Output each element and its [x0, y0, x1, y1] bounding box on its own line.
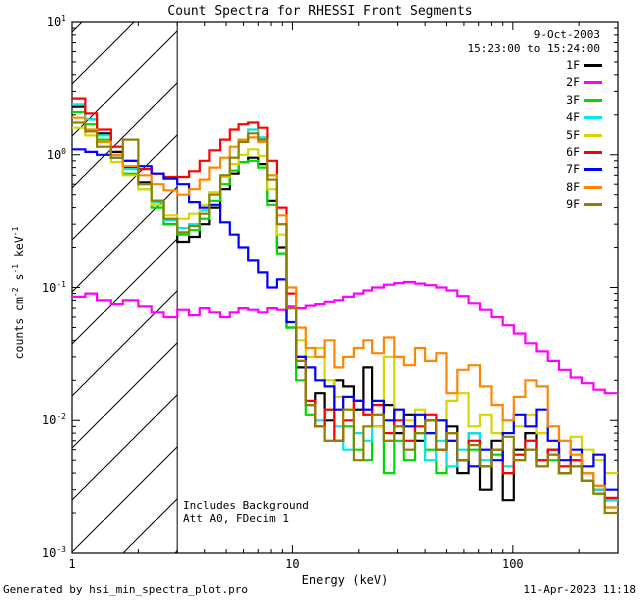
legend-date: 9-Oct-2003 [533, 28, 600, 41]
legend-entry-9F: 9F [380, 196, 618, 213]
x-axis-label: Energy (keV) [301, 573, 389, 587]
legend-entry-4F: 4F [380, 109, 618, 126]
y-tick-label: 10-2 [41, 412, 66, 428]
legend-entry-label: 5F [566, 127, 580, 142]
legend-entry-label: 7F [566, 162, 580, 177]
spectrum-8F [72, 116, 618, 509]
legend-color-swatch [584, 81, 602, 85]
legend-entry-6F: 6F [380, 144, 618, 161]
y-tick-label: 10-1 [41, 279, 66, 295]
footer-generator-text: Generated by hsi_min_spectra_plot.pro [3, 583, 249, 596]
spectrum-9F [72, 121, 618, 515]
legend-color-swatch [584, 168, 602, 172]
legend-entry-label: 9F [566, 197, 580, 212]
legend-color-swatch [584, 151, 602, 154]
legend: 9-Oct-2003 15:23:00 to 15:24:00 [380, 28, 600, 56]
annotation-line-2: Att A0, FDecim 1 [183, 512, 289, 525]
legend-color-swatch [584, 185, 602, 189]
legend-entry-8F: 8F [380, 179, 618, 196]
legend-entry-1F: 1F [380, 57, 618, 74]
legend-color-swatch [584, 203, 602, 207]
legend-color-swatch [584, 116, 602, 120]
annotation-line-1: Includes Background [183, 499, 309, 512]
chart-title: Count Spectra for RHESSI Front Segments [167, 4, 473, 19]
legend-entry-3F: 3F [380, 92, 618, 109]
spectrum-1F [72, 105, 618, 502]
legend-entry-7F: 7F [380, 161, 618, 178]
legend-entry-label: 6F [566, 145, 580, 159]
plot-annotation: Includes Background Att A0, FDecim 1 [183, 499, 309, 525]
x-tick-label: 10 [285, 557, 300, 571]
legend-entry-5F: 5F [380, 127, 618, 144]
legend-time: 15:23:00 to 15:24:00 [467, 42, 600, 55]
legend-entry-label: 3F [566, 92, 580, 107]
legend-color-swatch [584, 133, 602, 137]
legend-entry-2F: 2F [380, 74, 618, 91]
y-tick-label: 10-3 [41, 545, 66, 560]
legend-entry-label: 8F [566, 179, 580, 194]
x-tick-label: 100 [501, 557, 524, 571]
legend-entry-label: 4F [566, 110, 580, 125]
spectrum-2F [72, 280, 618, 395]
legend-color-swatch [584, 98, 602, 102]
legend-color-swatch [584, 64, 602, 67]
footer-timestamp: 11-Apr-2023 11:18 [523, 583, 636, 596]
spectrum-7F [72, 148, 618, 491]
y-tick-label: 100 [46, 146, 66, 162]
legend-entry-label: 1F [566, 58, 580, 72]
x-tick-label: 1 [68, 557, 76, 571]
legend-entry-label: 2F [566, 75, 580, 90]
y-tick-label: 101 [46, 14, 66, 29]
